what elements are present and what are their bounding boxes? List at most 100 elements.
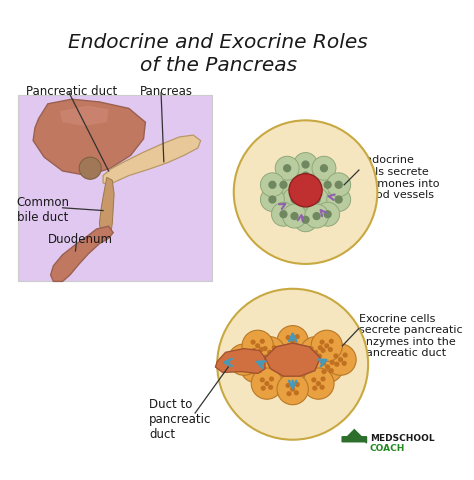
Circle shape	[325, 344, 356, 375]
Circle shape	[289, 174, 322, 207]
Circle shape	[250, 369, 255, 374]
Circle shape	[272, 173, 295, 197]
Polygon shape	[103, 135, 201, 185]
Circle shape	[277, 325, 308, 357]
Circle shape	[286, 391, 292, 396]
Text: Pancreatic duct: Pancreatic duct	[26, 85, 117, 98]
Text: Duct to
pancreatic
duct: Duct to pancreatic duct	[149, 398, 211, 441]
Circle shape	[291, 212, 299, 220]
Circle shape	[323, 210, 332, 218]
Circle shape	[335, 180, 343, 189]
Circle shape	[333, 353, 338, 359]
Circle shape	[312, 212, 321, 220]
Circle shape	[312, 195, 321, 204]
Circle shape	[320, 348, 326, 353]
Circle shape	[303, 368, 334, 399]
Polygon shape	[51, 226, 113, 281]
Circle shape	[286, 343, 292, 348]
Circle shape	[268, 384, 273, 390]
Circle shape	[329, 368, 334, 373]
Circle shape	[217, 289, 368, 440]
Circle shape	[318, 345, 323, 350]
Circle shape	[294, 366, 299, 372]
Circle shape	[301, 216, 310, 224]
Circle shape	[317, 353, 322, 359]
Polygon shape	[18, 95, 212, 281]
Polygon shape	[265, 343, 320, 376]
Circle shape	[245, 361, 250, 366]
Circle shape	[338, 357, 343, 362]
Circle shape	[293, 164, 318, 188]
Circle shape	[343, 352, 348, 358]
Circle shape	[323, 180, 332, 189]
Circle shape	[313, 350, 318, 355]
Circle shape	[283, 204, 307, 228]
Circle shape	[260, 173, 284, 197]
Circle shape	[321, 369, 327, 374]
Text: MEDSCHOOL: MEDSCHOOL	[370, 434, 435, 444]
Circle shape	[285, 383, 291, 388]
Circle shape	[260, 377, 265, 383]
Circle shape	[272, 202, 295, 226]
Circle shape	[271, 353, 276, 359]
Circle shape	[285, 359, 291, 364]
Circle shape	[309, 346, 314, 351]
Circle shape	[258, 360, 263, 365]
Circle shape	[251, 339, 255, 345]
Text: Endocrine
cells secrete
hormones into
blood vessels: Endocrine cells secrete hormones into bl…	[359, 156, 439, 200]
Circle shape	[320, 376, 326, 382]
Circle shape	[312, 351, 343, 383]
Circle shape	[268, 180, 276, 189]
Circle shape	[300, 336, 331, 368]
Circle shape	[267, 350, 272, 355]
Text: COACH: COACH	[370, 444, 405, 454]
Circle shape	[283, 164, 292, 172]
Circle shape	[255, 343, 260, 348]
Text: Common
bile duct: Common bile duct	[17, 196, 70, 224]
Text: Pancreas: Pancreas	[140, 85, 193, 98]
Circle shape	[310, 354, 315, 360]
Circle shape	[329, 339, 334, 344]
Circle shape	[316, 173, 339, 197]
Text: of the Pancreas: of the Pancreas	[139, 56, 297, 75]
Circle shape	[301, 171, 310, 180]
Circle shape	[237, 361, 243, 367]
Circle shape	[246, 352, 251, 358]
Circle shape	[264, 354, 269, 360]
Circle shape	[324, 343, 329, 348]
Circle shape	[294, 342, 299, 348]
Circle shape	[259, 347, 264, 352]
Circle shape	[327, 188, 351, 212]
Circle shape	[305, 188, 328, 212]
Circle shape	[285, 335, 291, 340]
Polygon shape	[100, 178, 114, 238]
Circle shape	[301, 160, 310, 168]
Circle shape	[79, 157, 101, 179]
Circle shape	[329, 360, 335, 365]
Circle shape	[254, 336, 285, 368]
Circle shape	[260, 188, 284, 212]
Circle shape	[279, 210, 288, 218]
Circle shape	[328, 347, 333, 352]
Circle shape	[319, 384, 325, 390]
Circle shape	[277, 373, 308, 405]
Circle shape	[294, 390, 299, 396]
Circle shape	[234, 120, 377, 264]
Circle shape	[291, 195, 299, 204]
Polygon shape	[60, 106, 109, 126]
Circle shape	[295, 358, 300, 363]
Text: Duodenum: Duodenum	[48, 233, 113, 246]
Circle shape	[335, 195, 343, 204]
Circle shape	[249, 361, 254, 366]
Circle shape	[283, 188, 307, 212]
Circle shape	[269, 376, 274, 382]
Circle shape	[242, 330, 273, 361]
Circle shape	[286, 367, 292, 372]
Circle shape	[264, 381, 270, 386]
Circle shape	[319, 339, 325, 345]
Polygon shape	[215, 348, 265, 373]
Circle shape	[320, 164, 328, 172]
Circle shape	[342, 361, 347, 366]
Circle shape	[241, 357, 246, 362]
Circle shape	[290, 386, 295, 392]
